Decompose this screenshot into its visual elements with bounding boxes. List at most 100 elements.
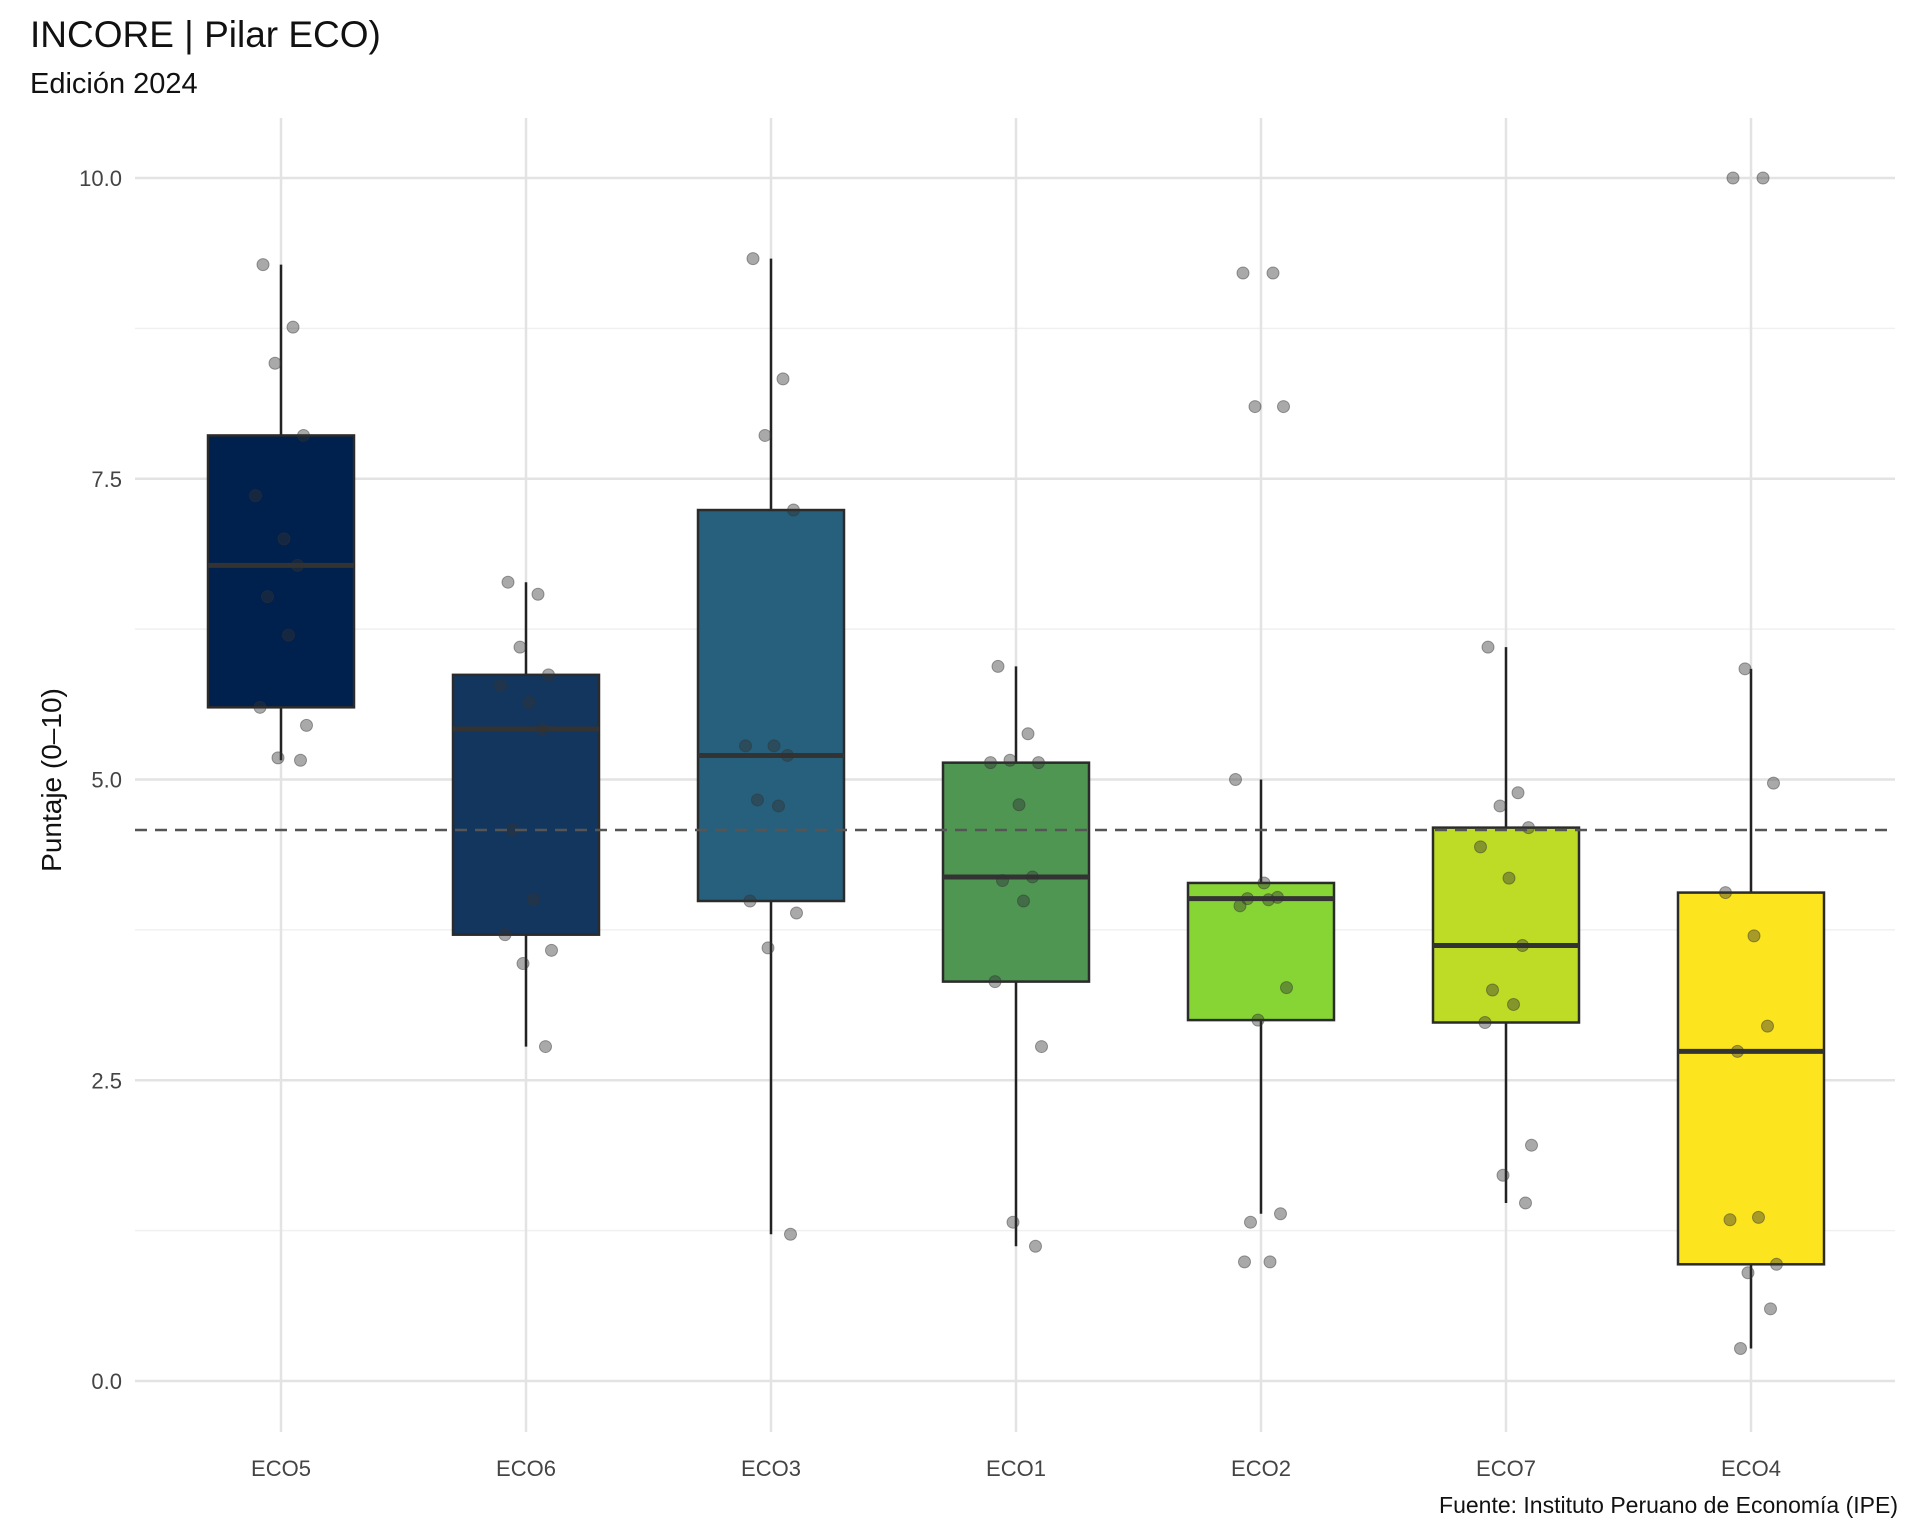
data-point <box>1522 821 1535 835</box>
box-iqr <box>1186 881 1336 1022</box>
x-tick-label: ECO1 <box>986 1456 1046 1481</box>
data-point <box>1474 840 1487 854</box>
box-eco6 <box>451 582 601 1047</box>
data-point <box>1021 727 1035 741</box>
data-point <box>282 628 295 642</box>
x-tick-label: ECO5 <box>251 1456 311 1481</box>
data-point <box>984 756 997 770</box>
data-point <box>1229 773 1242 786</box>
data-point <box>542 668 555 682</box>
data-point <box>1266 266 1280 280</box>
data-point <box>1032 756 1045 770</box>
data-point <box>1764 1302 1777 1316</box>
box-iqr <box>696 508 846 903</box>
data-point <box>539 1040 552 1054</box>
data-point <box>1238 1255 1251 1269</box>
data-point <box>1723 1213 1737 1227</box>
data-point <box>1241 892 1254 906</box>
data-point <box>1244 1215 1257 1229</box>
data-point <box>522 696 536 710</box>
data-point <box>739 739 752 753</box>
data-point <box>1734 1342 1747 1356</box>
data-point <box>776 372 790 386</box>
data-point <box>761 941 775 955</box>
data-point <box>1519 1196 1532 1210</box>
data-point <box>1525 1138 1538 1152</box>
data-point <box>784 1227 797 1241</box>
data-point <box>1719 886 1732 900</box>
data-point <box>501 575 515 589</box>
data-point <box>988 975 1002 989</box>
box-eco7 <box>1431 647 1581 1203</box>
data-point <box>1493 799 1507 813</box>
x-tick-label: ECO2 <box>1231 1456 1291 1481</box>
data-point <box>291 558 304 572</box>
data-point <box>1251 1013 1265 1027</box>
y-tick-label: 0.0 <box>91 1369 122 1394</box>
data-point <box>1756 171 1770 185</box>
data-point <box>751 793 764 807</box>
box-eco1 <box>941 666 1091 1247</box>
data-point <box>1262 893 1275 907</box>
x-tick-label: ECO6 <box>496 1456 556 1481</box>
data-point <box>1747 929 1761 943</box>
data-point <box>277 532 291 546</box>
data-point <box>536 722 549 736</box>
data-point <box>790 906 803 920</box>
chart-subtitle: Edición 2024 <box>30 68 198 100</box>
data-point <box>1257 876 1271 890</box>
data-point <box>746 252 760 266</box>
box-eco4 <box>1676 668 1826 1349</box>
data-point <box>1752 1210 1765 1224</box>
data-point <box>991 659 1005 673</box>
data-point <box>249 489 262 503</box>
data-point <box>1280 981 1293 995</box>
data-point <box>1035 1040 1048 1054</box>
data-point <box>1003 753 1017 767</box>
data-point <box>1741 1266 1755 1280</box>
x-tick-label: ECO7 <box>1476 1456 1536 1481</box>
data-point <box>494 679 507 693</box>
data-point <box>256 258 270 272</box>
data-point <box>996 874 1009 888</box>
data-point <box>1236 266 1250 280</box>
data-point <box>1731 1044 1744 1058</box>
chart-title: INCORE | Pilar ECO) <box>30 14 381 55</box>
data-point <box>1770 1257 1783 1271</box>
data-point <box>1274 1207 1287 1221</box>
data-point <box>772 799 785 813</box>
data-point <box>1726 171 1740 185</box>
source-caption: Fuente: Instituto Peruano de Economía (I… <box>1439 1492 1898 1518</box>
x-tick-label: ECO4 <box>1721 1456 1781 1481</box>
data-point <box>1767 776 1780 790</box>
data-point <box>1511 786 1525 800</box>
data-point <box>1248 400 1262 414</box>
x-tick-label: ECO3 <box>741 1456 801 1481</box>
box-iqr <box>451 673 601 936</box>
data-point <box>1738 662 1752 676</box>
data-point <box>1761 1019 1774 1033</box>
data-point <box>787 503 800 517</box>
data-point <box>1026 870 1039 884</box>
data-point <box>1017 894 1030 908</box>
box-iqr <box>1676 891 1826 1266</box>
data-point <box>1263 1255 1277 1269</box>
data-point <box>1029 1239 1042 1253</box>
data-point <box>527 893 540 907</box>
data-point <box>286 320 300 334</box>
box-eco3 <box>696 258 846 1235</box>
data-point <box>545 943 558 957</box>
data-point <box>261 590 274 604</box>
data-point <box>300 718 313 732</box>
data-point <box>781 748 794 762</box>
y-tick-label: 5.0 <box>91 768 122 793</box>
data-point <box>767 739 781 753</box>
y-tick-label: 7.5 <box>91 467 122 492</box>
box-iqr <box>206 434 356 709</box>
data-point <box>268 356 282 370</box>
data-point <box>1233 899 1247 913</box>
data-point <box>1478 1016 1492 1030</box>
data-point <box>498 928 512 942</box>
data-point <box>1486 983 1499 997</box>
